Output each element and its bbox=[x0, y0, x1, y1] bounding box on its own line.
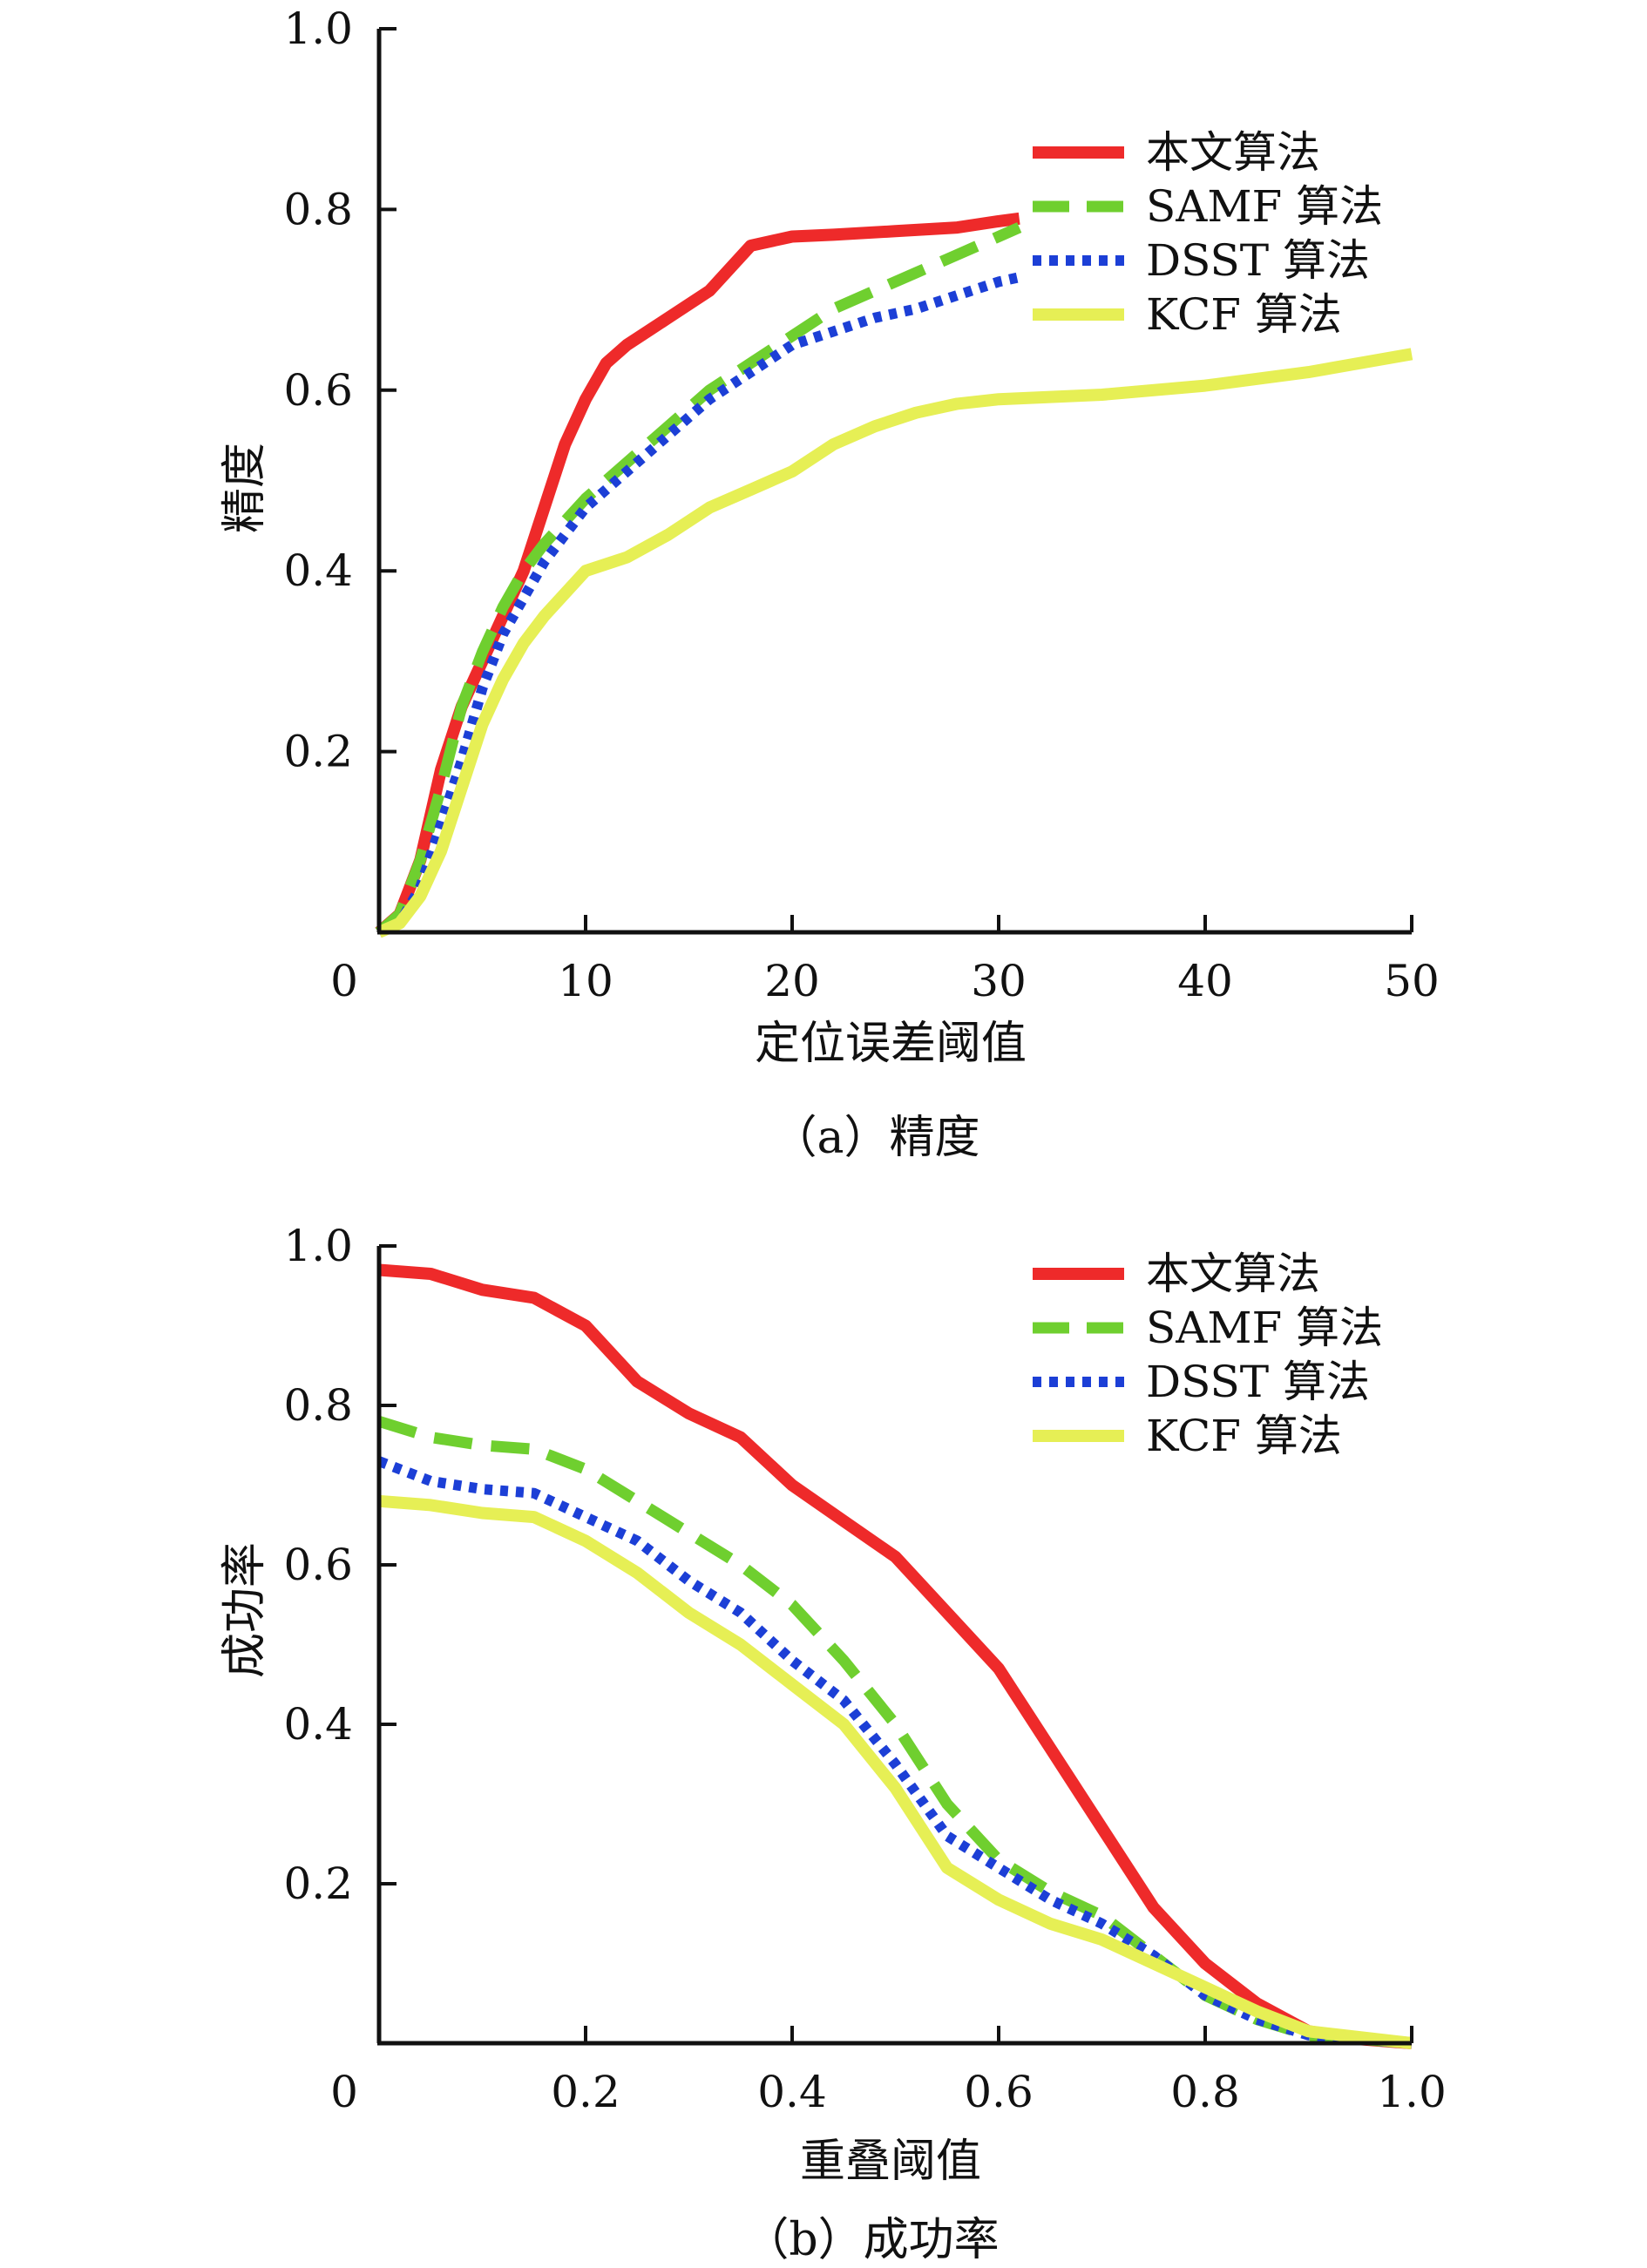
success-axes: 0 0.2 0.4 0.6 0.8 1.0 0.2 0.4 0.6 0.8 1.0 bbox=[283, 1221, 1446, 2117]
precision-y-tick-label: 0.2 bbox=[283, 727, 353, 777]
precision-legend-label: KCF 算法 bbox=[1146, 289, 1342, 340]
success-y-tick-label: 0.4 bbox=[283, 1699, 353, 1750]
success-y-axis-label: 成功率 bbox=[219, 1542, 271, 1678]
success-series-group bbox=[376, 1263, 1413, 2049]
success-series-line-3 bbox=[378, 1494, 1413, 2049]
success-x-tick-label: 0.2 bbox=[551, 2067, 620, 2117]
precision-x-tick-label: 20 bbox=[764, 956, 820, 1006]
precision-caption: （a）精度 bbox=[771, 1112, 979, 1164]
precision-legend-label: 本文算法 bbox=[1146, 127, 1320, 178]
success-x-tick-label: 1.0 bbox=[1377, 2067, 1447, 2117]
precision-y-tick-label: 1.0 bbox=[283, 3, 353, 54]
precision-y-tick-label: 0.4 bbox=[283, 545, 353, 596]
success-x-tick-label: 0 bbox=[330, 2067, 358, 2117]
success-series-line-2 bbox=[376, 1456, 1413, 2048]
precision-y-tick-label: 0.6 bbox=[283, 365, 353, 416]
success-caption: （b）成功率 bbox=[743, 2214, 999, 2266]
success-legend-label: 本文算法 bbox=[1146, 1249, 1320, 1299]
success-y-tick-label: 0.2 bbox=[283, 1858, 353, 1909]
success-series-line-0 bbox=[378, 1263, 1413, 2049]
precision-x-tick-label: 0 bbox=[330, 956, 358, 1006]
success-x-tick-label: 0.4 bbox=[757, 2067, 827, 2117]
success-y-tick-label: 0.8 bbox=[283, 1380, 353, 1431]
precision-x-tick-label: 10 bbox=[558, 956, 613, 1006]
success-y-tick-label: 0.6 bbox=[283, 1540, 353, 1590]
precision-series-group bbox=[375, 212, 1413, 938]
success-rate-chart: 0 0.2 0.4 0.6 0.8 1.0 0.2 0.4 0.6 0.8 1.0 本文算法SAMF… bbox=[219, 1221, 1447, 2266]
precision-legend-label: DSST 算法 bbox=[1146, 235, 1370, 286]
precision-x-tick-label: 30 bbox=[971, 956, 1027, 1006]
precision-y-tick-label: 0.8 bbox=[283, 184, 353, 234]
precision-y-axis-label: 精度 bbox=[219, 443, 271, 533]
precision-series-line-3 bbox=[376, 348, 1413, 938]
precision-series-line-2 bbox=[376, 272, 1020, 938]
precision-series-line-0 bbox=[375, 212, 1020, 938]
success-x-axis-label: 重叠阈值 bbox=[800, 2136, 981, 2188]
success-legend-label: KCF 算法 bbox=[1146, 1411, 1342, 1461]
precision-series-line-1 bbox=[375, 222, 1022, 937]
precision-axes: 0 10 20 30 40 50 0.2 0.4 0.6 0.8 1.0 bbox=[283, 3, 1439, 1006]
success-legend-label: DSST 算法 bbox=[1146, 1357, 1370, 1407]
precision-legend-label: SAMF 算法 bbox=[1146, 181, 1383, 232]
success-series-line-1 bbox=[377, 1416, 1413, 2049]
precision-x-axis-label: 定位误差阈值 bbox=[755, 1018, 1027, 1070]
success-y-tick-label: 1.0 bbox=[283, 1221, 353, 1271]
success-x-tick-label: 0.8 bbox=[1170, 2067, 1240, 2117]
success-legend-label: SAMF 算法 bbox=[1146, 1303, 1383, 1353]
success-x-tick-label: 0.6 bbox=[964, 2067, 1034, 2117]
precision-x-tick-label: 50 bbox=[1384, 956, 1440, 1006]
precision-x-tick-label: 40 bbox=[1177, 956, 1233, 1006]
